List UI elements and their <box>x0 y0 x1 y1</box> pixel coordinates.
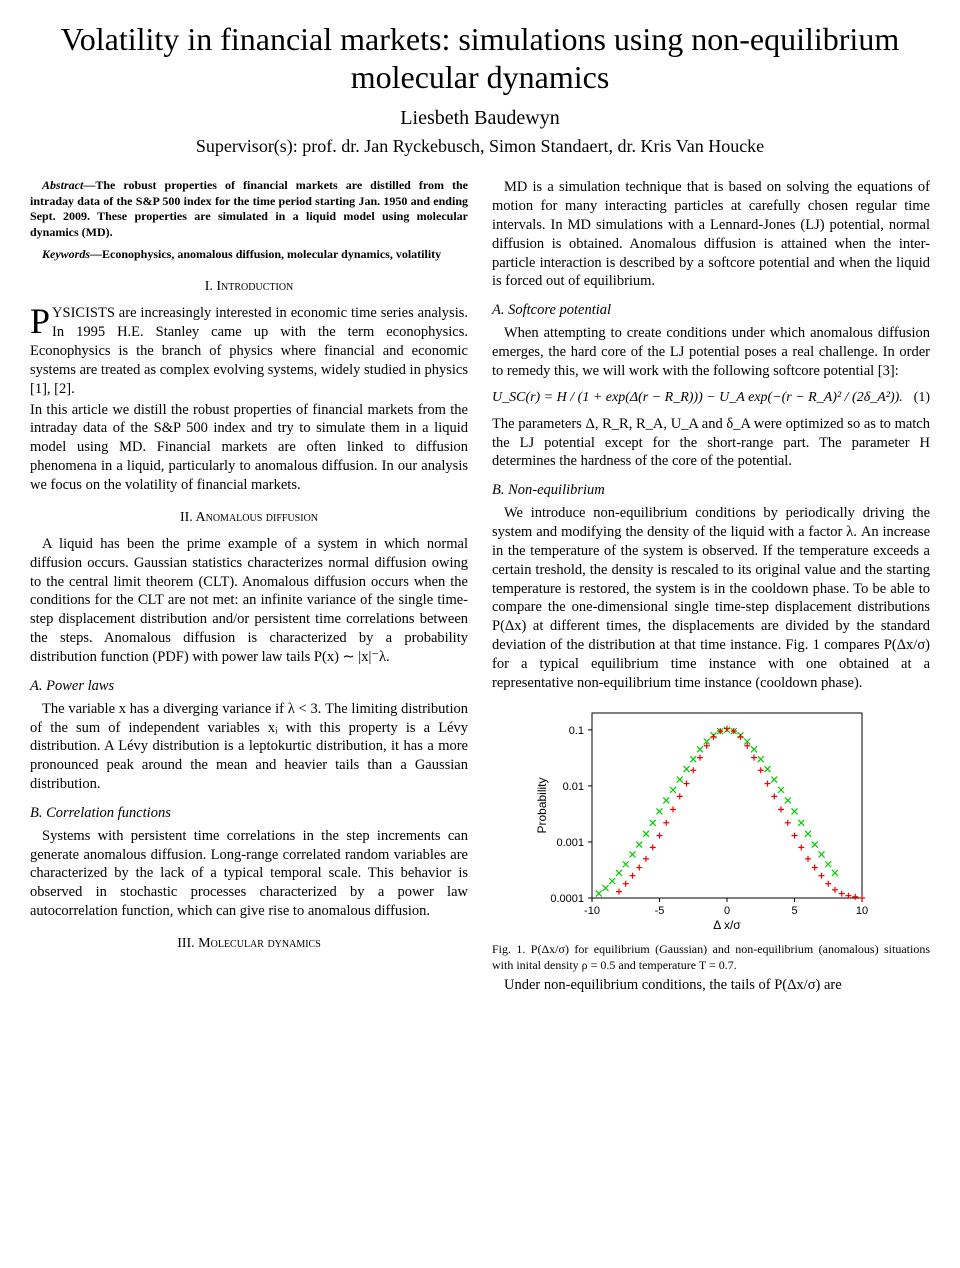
equation-1: U_SC(r) = H / (1 + exp(Δ(r − R_R))) − U_… <box>492 389 930 407</box>
figure-1-chart: -10 -5 0 5 10 0.0001 0.001 0.01 0.1 Δ x/σ Probabil… <box>532 703 872 933</box>
figure-1-caption: Fig. 1. P(Δx/σ) for equilibrium (Gaussia… <box>492 942 930 973</box>
paper-title: Volatility in financial markets: simulat… <box>30 20 930 97</box>
paper-author: Liesbeth Baudewyn <box>30 105 930 131</box>
section-3a-p1: When attempting to create conditions und… <box>492 324 930 381</box>
svg-text:0: 0 <box>724 905 730 917</box>
svg-text:0.1: 0.1 <box>569 724 584 736</box>
keywords-text: —Econophysics, anomalous diffusion, mole… <box>90 247 441 261</box>
section-2b-p1: Systems with persistent time correlation… <box>30 827 468 921</box>
section-3-p1: MD is a simulation technique that is bas… <box>492 178 930 291</box>
figure-1: -10 -5 0 5 10 0.0001 0.001 0.01 0.1 Δ x/σ Probabil… <box>492 703 930 974</box>
abstract-text: —The robust properties of financial mark… <box>30 178 468 239</box>
svg-text:Δ x/σ: Δ x/σ <box>713 918 741 932</box>
svg-text:0.0001: 0.0001 <box>550 893 584 905</box>
section-1-p2: In this article we distill the robust pr… <box>30 401 468 495</box>
svg-text:-10: -10 <box>584 905 600 917</box>
section-3a-p2: The parameters Δ, R_R, R_A, U_A and δ_A … <box>492 415 930 472</box>
paper-supervisors: Supervisor(s): prof. dr. Jan Ryckebusch,… <box>30 135 930 158</box>
keywords: Keywords—Econophysics, anomalous diffusi… <box>30 247 468 263</box>
svg-text:-5: -5 <box>655 905 665 917</box>
svg-text:0.01: 0.01 <box>563 781 584 793</box>
svg-text:Probability: Probability <box>535 777 549 833</box>
section-1-header: I. Introduction <box>30 278 468 296</box>
dropcap: P <box>30 304 52 336</box>
section-3b-p1: We introduce non-equilibrium conditions … <box>492 504 930 692</box>
section-2a-p1: The variable x has a diverging variance … <box>30 700 468 794</box>
abstract-label: Abstract <box>42 178 83 192</box>
keywords-label: Keywords <box>42 247 90 261</box>
equation-1-number: (1) <box>914 389 930 407</box>
section-2-p1: A liquid has been the prime example of a… <box>30 535 468 667</box>
section-2-header: II. Anomalous diffusion <box>30 509 468 527</box>
section-1-p1: PYSICISTS are increasingly interested in… <box>30 304 468 398</box>
section-2a-header: A. Power laws <box>30 677 468 696</box>
abstract: Abstract—The robust properties of financ… <box>30 178 468 240</box>
section-3a-header: A. Softcore potential <box>492 301 930 320</box>
section-3b-p2: Under non-equilibrium conditions, the ta… <box>492 976 930 995</box>
section-3b-header: B. Non-equilibrium <box>492 481 930 500</box>
svg-text:10: 10 <box>856 905 868 917</box>
svg-text:5: 5 <box>791 905 797 917</box>
svg-text:0.001: 0.001 <box>556 837 584 849</box>
section-2b-header: B. Correlation functions <box>30 804 468 823</box>
section-3-header: III. Molecular dynamics <box>30 935 468 953</box>
